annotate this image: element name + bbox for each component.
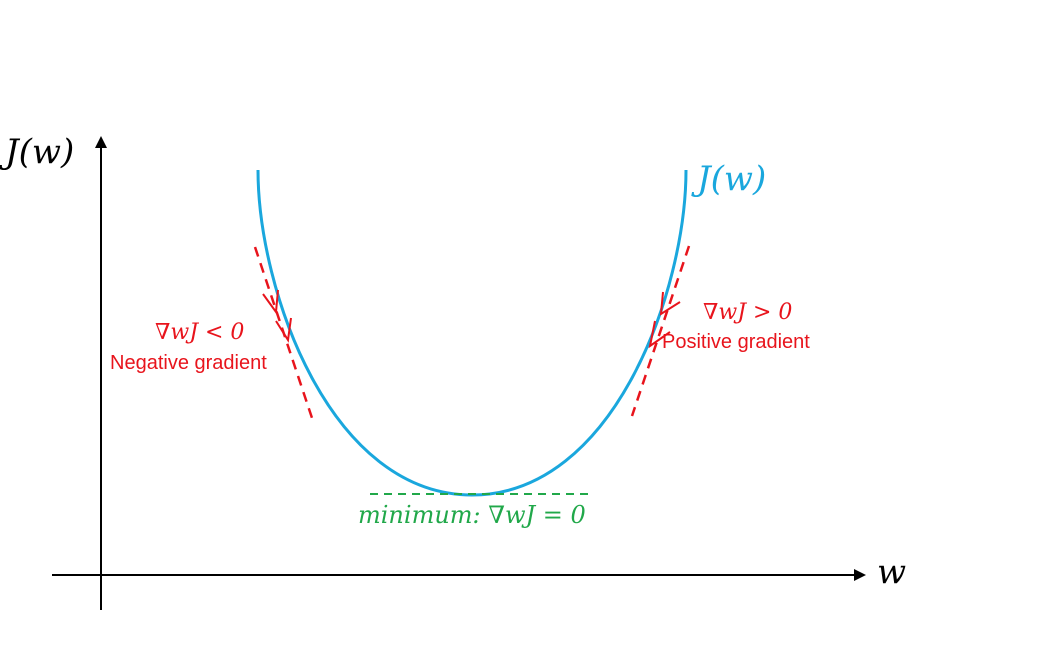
curve-label: J(w) (691, 159, 766, 199)
negative-gradient-math: ∇wJ < 0 (155, 320, 244, 345)
positive-arrow-head-2 (648, 320, 671, 349)
y-axis-label: J(w) (0, 132, 74, 172)
positive-arrow-head-1 (659, 291, 681, 316)
positive-gradient-text: Positive gradient (662, 331, 810, 353)
cost-curve (256, 169, 688, 497)
negative-arrow-head-1 (262, 289, 279, 315)
positive-tangent-line (630, 245, 691, 417)
negative-gradient-text: Negative gradient (110, 352, 267, 374)
negative-arrow-head-2 (275, 317, 292, 343)
positive-gradient-math: ∇wJ > 0 (703, 300, 792, 325)
x-axis-label: w (877, 552, 906, 592)
minimum-label: minimum: ∇wJ = 0 (358, 501, 586, 529)
